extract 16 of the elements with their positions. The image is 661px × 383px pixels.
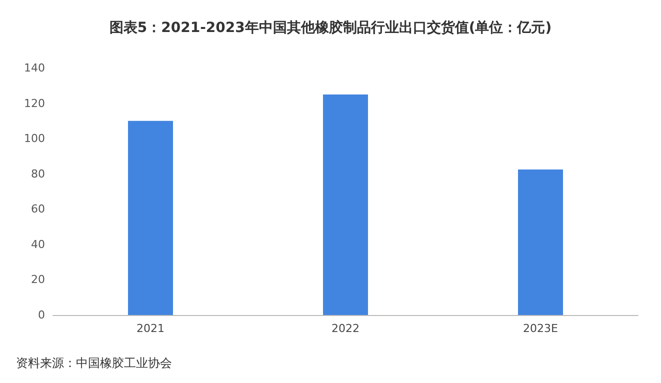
y-tick-label: 100 bbox=[24, 132, 45, 146]
y-tick-label: 120 bbox=[24, 96, 45, 110]
bar bbox=[518, 169, 563, 315]
x-tick-label: 2021 bbox=[136, 322, 164, 335]
y-tick-label: 60 bbox=[31, 202, 45, 216]
y-tick-label: 40 bbox=[31, 238, 45, 251]
bar bbox=[128, 120, 173, 315]
y-tick-label: 80 bbox=[31, 167, 45, 180]
x-tick-label: 2023E bbox=[523, 322, 558, 335]
y-tick-label: 0 bbox=[38, 308, 45, 322]
chart-title: 图表5：2021-2023年中国其他橡胶制品行业出口交货值(单位：亿元) bbox=[109, 19, 552, 36]
x-tick-label: 2022 bbox=[332, 322, 360, 335]
bar bbox=[323, 94, 368, 315]
text: 资料来源：中国橡胶工业协会 bbox=[16, 356, 172, 370]
y-tick-label: 20 bbox=[31, 273, 45, 286]
y-tick-label: 140 bbox=[24, 62, 45, 74]
